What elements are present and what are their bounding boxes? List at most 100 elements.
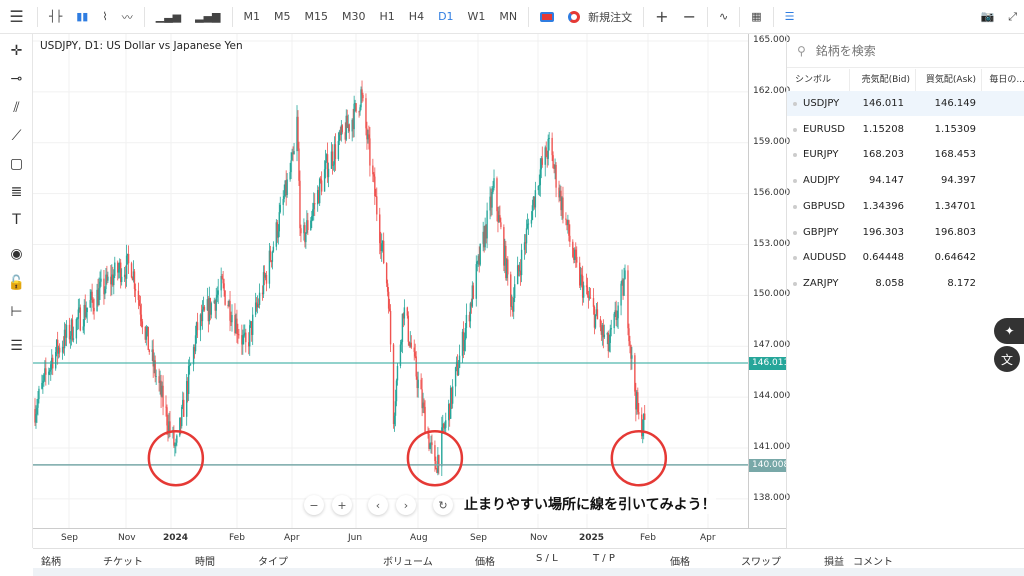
candle-down (552, 155, 554, 169)
zoom-in-button[interactable]: + (332, 495, 352, 515)
new-order-button[interactable]: 新規注文 (561, 0, 639, 34)
watchlist-row[interactable]: GBPJPY 196.303 196.803 (787, 220, 1024, 245)
symbol-search-input[interactable] (815, 43, 996, 58)
col-daily[interactable]: 毎日の... (989, 75, 1024, 85)
candle-up (403, 307, 406, 319)
tick-volume-icon[interactable]: ▂▄▆ (195, 10, 221, 23)
reset-chart-button[interactable]: ↻ (433, 495, 453, 515)
watchlist-row[interactable]: EURUSD 1.15208 1.15309 (787, 117, 1024, 142)
candle-down (110, 276, 112, 285)
timeframe-m15[interactable]: M15 (304, 10, 329, 23)
timeframe-d1[interactable]: D1 (438, 10, 454, 23)
one-click-trading-icon[interactable] (533, 0, 561, 34)
candle-up (132, 271, 135, 281)
candle-down (261, 292, 264, 295)
positions-col[interactable]: 銘柄 (41, 557, 61, 568)
candle-up (168, 421, 170, 433)
symbol-search[interactable]: ⚲ (787, 34, 1024, 68)
translate-icon[interactable]: 文 (994, 346, 1020, 372)
timeframe-h1[interactable]: H1 (379, 10, 395, 23)
candle-up (621, 279, 623, 284)
candle-down (387, 291, 390, 309)
zoom-out-button[interactable]: − (304, 495, 324, 515)
price-axis[interactable]: 146.011 140.008 165.000 162.000 159.000 156… (748, 34, 790, 528)
status-dot (793, 179, 797, 184)
price-chart[interactable]: USDJPY, D1: US Dollar vs Japanese Yen − … (33, 34, 748, 528)
candle-down (130, 263, 133, 278)
eye-icon[interactable]: ◉ (10, 246, 23, 262)
candle-up (201, 309, 204, 322)
positions-col[interactable]: 時間 (195, 557, 215, 568)
watchlist-row[interactable]: GBPUSD 1.34396 1.34701 (787, 194, 1024, 219)
watchlist-row[interactable]: AUDUSD 0.64448 0.64642 (787, 245, 1024, 270)
crosshair-icon[interactable]: ✛ (10, 43, 23, 59)
ai-assistant-icon[interactable]: ✦ (994, 318, 1024, 344)
layers-icon[interactable]: ☰ (10, 338, 23, 354)
col-bid[interactable]: 売気配(Bid) (850, 69, 916, 91)
fibonacci-icon[interactable]: ≣ (10, 184, 23, 200)
positions-col[interactable]: タイプ (258, 557, 288, 568)
col-symbol[interactable]: シンボル (787, 69, 850, 91)
positions-col[interactable]: S / L (536, 553, 558, 564)
candle-up (367, 134, 369, 140)
candlestick-icon[interactable]: ▮▮ (76, 10, 89, 23)
candle-up (51, 357, 53, 365)
lock-icon[interactable]: 🔓 (7, 275, 26, 291)
watchlist-row[interactable]: EURJPY 168.203 168.453 (787, 142, 1024, 167)
zoom-in-icon[interactable]: + (655, 7, 669, 26)
positions-col[interactable]: チケット (103, 557, 143, 568)
candle-down (596, 309, 599, 320)
positions-col[interactable]: T / P (593, 553, 615, 564)
line-chart-icon[interactable]: 〰 (121, 10, 133, 24)
calendar-icon[interactable]: ▦ (751, 10, 762, 23)
fullscreen-icon[interactable]: ⤢ (1008, 9, 1017, 23)
candle-up (125, 255, 128, 279)
positions-col[interactable]: コメント (853, 557, 893, 568)
volume-icon[interactable]: ▁▃▅ (155, 10, 182, 23)
scroll-left-button[interactable]: ‹ (368, 495, 388, 515)
menu-icon[interactable]: ☰ (9, 7, 24, 26)
positions-col[interactable]: 価格 (670, 557, 690, 568)
watchlist-toggle-icon[interactable]: ☰ (784, 10, 795, 23)
trend-lines-icon[interactable]: ⫽ (13, 100, 20, 116)
positions-col[interactable]: 損益 (824, 557, 844, 568)
candle-up (530, 219, 533, 224)
price-tick-label: 141.000 (753, 442, 791, 453)
candle-down (203, 306, 206, 311)
candle-up (44, 368, 46, 375)
timeframe-m5[interactable]: M5 (274, 10, 291, 23)
objects-tree-icon[interactable]: ⊢ (10, 304, 23, 320)
divider (772, 6, 774, 27)
date-axis[interactable]: Sep Nov 2024 Feb Apr Jun Aug Sep Nov 2025 Feb Apr (33, 528, 786, 548)
candle-up (498, 215, 500, 222)
candle-down (572, 241, 574, 257)
positions-col[interactable]: スワップ (741, 557, 781, 568)
candle-down (263, 272, 266, 278)
col-ask[interactable]: 買気配(Ask) (916, 69, 982, 91)
candle-up (48, 371, 50, 375)
timeframe-h4[interactable]: H4 (408, 10, 425, 23)
indicators-icon[interactable]: ∿ (718, 10, 729, 23)
text-icon[interactable]: T (12, 212, 21, 228)
candle-down (637, 392, 639, 413)
price-tick-label: 159.000 (753, 136, 791, 147)
bar-chart-icon[interactable]: ┤├ (49, 10, 63, 23)
ray-icon[interactable]: ⟋ (11, 128, 22, 144)
shapes-icon[interactable]: ▢ (9, 156, 24, 172)
watchlist-row[interactable]: ZARJPY 8.058 8.172 (787, 271, 1024, 296)
timeframe-mn[interactable]: MN (499, 10, 518, 23)
candle-up (491, 192, 493, 208)
watchlist-row[interactable]: USDJPY 146.011 146.149 (787, 91, 1024, 116)
timeframe-m30[interactable]: M30 (342, 10, 366, 23)
timeframe-w1[interactable]: W1 (467, 10, 486, 23)
watchlist-row[interactable]: AUDJPY 94.147 94.397 (787, 168, 1024, 193)
zoom-out-icon[interactable]: − (682, 7, 696, 26)
positions-col[interactable]: ボリューム (383, 557, 433, 568)
timeframe-m1[interactable]: M1 (243, 10, 261, 23)
horizontal-line-icon[interactable]: ⊸ (10, 71, 23, 87)
candle-down (255, 302, 258, 308)
screenshot-icon[interactable]: 📷 (980, 10, 995, 23)
area-chart-icon[interactable]: ⌇ (102, 10, 108, 23)
positions-col[interactable]: 価格 (475, 557, 495, 568)
scroll-right-button[interactable]: › (396, 495, 416, 515)
